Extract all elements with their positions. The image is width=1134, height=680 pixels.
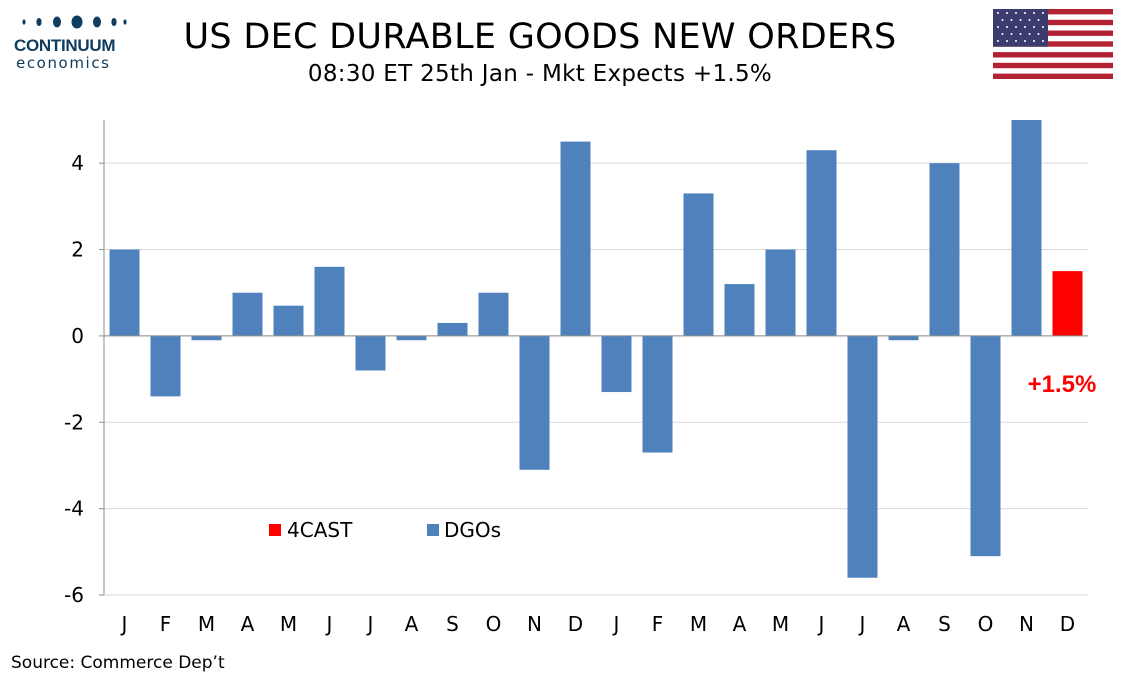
legend-label-4cast: 4CAST [287,518,353,542]
x-tick-label: D [568,612,583,636]
bar-dgos [150,335,181,397]
bar-dgos [478,292,509,336]
x-tick-label: M [690,612,707,636]
x-tick-label: F [652,612,664,636]
bar-dgos [683,193,714,336]
x-tick-label: J [120,612,128,636]
bar-dgos [355,335,386,371]
bar-dgos [929,163,960,336]
x-tick-label: F [160,612,172,636]
bar-dgos [970,335,1001,557]
y-tick-label: 2 [71,238,84,262]
y-tick-label: -4 [64,497,84,521]
bar-dgos [109,249,140,336]
legend-swatch-4cast [269,524,281,536]
x-tick-label: A [241,612,255,636]
bars [109,120,1083,578]
bar-dgos [314,266,345,336]
us-flag-icon [993,9,1113,79]
y-tick-label: 4 [71,151,84,175]
x-tick-label: J [817,612,825,636]
x-tick-label: A [897,612,911,636]
x-tick-label: J [366,612,374,636]
x-tick-label: A [405,612,419,636]
x-tick-label: M [772,612,789,636]
x-tick-label: J [612,612,620,636]
logo-sub: economics [16,54,111,72]
logo-name: CONTINUUM [14,36,116,55]
bar-dgos [806,150,837,336]
bar-dgos [232,292,263,336]
y-tick-label: -6 [64,583,84,607]
x-tick-label: J [325,612,333,636]
x-tick-label: N [527,612,542,636]
x-tick-label: M [198,612,215,636]
forecast-annotation: +1.5% [1028,371,1097,398]
x-tick-label: D [1060,612,1075,636]
page-title: US DEC DURABLE GOODS NEW ORDERS [183,17,897,57]
y-tick-label: -2 [64,410,84,434]
continuum-economics-logo: CONTINUUM economics [14,14,144,76]
bar-dgos [1011,120,1042,336]
bar-dgos [847,335,878,578]
x-tick-label: M [280,612,297,636]
bar-dgos [642,335,673,453]
page-subtitle: 08:30 ET 25th Jan - Mkt Expects +1.5% [307,61,773,87]
bar-dgos [437,322,468,336]
bar-dgos [273,305,304,336]
x-tick-label: O [486,612,502,636]
x-tick-label: A [733,612,747,636]
x-tick-label: N [1019,612,1034,636]
bar-dgos [396,335,427,341]
source-note: Source: Commerce Dep’t [11,653,225,673]
bar-dgos [560,141,591,336]
logo-dots-icon [22,15,127,29]
legend-label-dgos: DGOs [444,518,501,542]
x-tick-label: O [978,612,994,636]
x-tick-label: S [938,612,951,636]
bar-dgos [519,335,550,470]
bar-4cast [1052,271,1083,336]
x-tick-label: J [858,612,866,636]
x-tick-label: S [446,612,459,636]
bar-dgos [601,335,632,393]
bar-dgos [765,249,796,336]
y-tick-labels: 4 2 0 -2 -4 -6 [64,151,84,607]
axes [99,120,1088,596]
y-tick-label: 0 [71,324,84,348]
legend-swatch-dgos [427,524,439,536]
legend: 4CAST DGOs [269,518,501,542]
bar-dgos [888,335,919,341]
bar-dgos [724,284,755,336]
bar-dgos [191,335,222,341]
